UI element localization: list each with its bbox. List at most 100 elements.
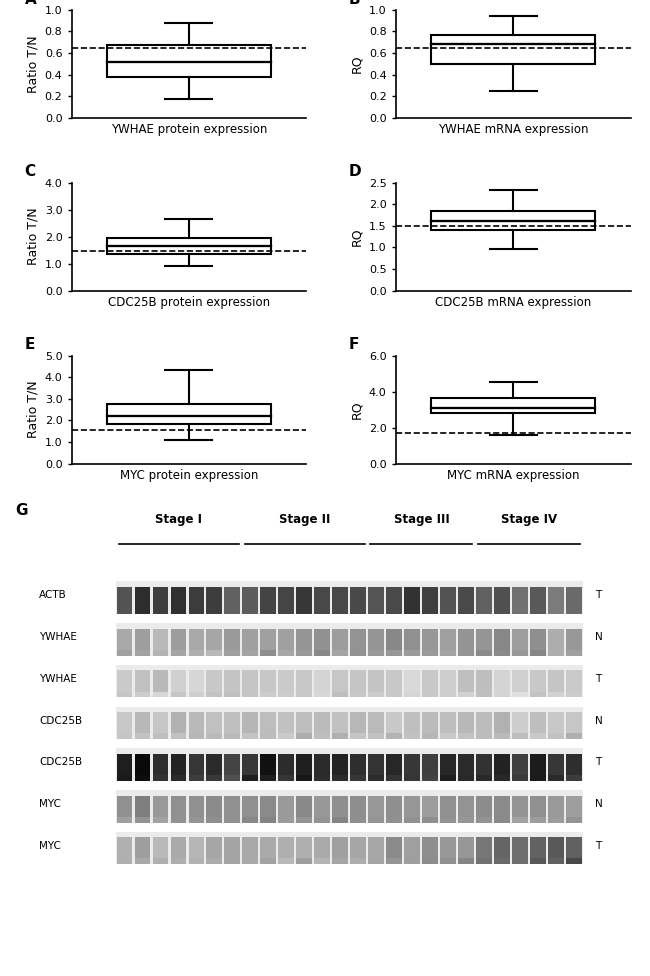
- Bar: [153, 795, 168, 817]
- Bar: [153, 629, 168, 650]
- X-axis label: CDC25B mRNA expression: CDC25B mRNA expression: [435, 297, 592, 309]
- Bar: [404, 837, 420, 859]
- Bar: [422, 712, 438, 733]
- Bar: [188, 671, 204, 698]
- Bar: [369, 712, 384, 739]
- Bar: [224, 587, 240, 608]
- Bar: [386, 712, 402, 733]
- Bar: [207, 671, 222, 698]
- Bar: [440, 712, 456, 733]
- Bar: [224, 754, 240, 781]
- Bar: [440, 712, 456, 739]
- Bar: [188, 629, 204, 650]
- Bar: [494, 712, 510, 733]
- Bar: [153, 629, 168, 656]
- Bar: [530, 795, 546, 817]
- Bar: [278, 795, 294, 817]
- Bar: [422, 629, 438, 656]
- Bar: [350, 753, 366, 775]
- Bar: [369, 754, 384, 781]
- Bar: [369, 795, 384, 823]
- Bar: [332, 753, 348, 775]
- Bar: [116, 753, 133, 775]
- X-axis label: MYC mRNA expression: MYC mRNA expression: [447, 469, 579, 482]
- Bar: [188, 753, 204, 775]
- Bar: [548, 588, 564, 614]
- Bar: [350, 712, 366, 739]
- Bar: [261, 837, 276, 865]
- Bar: [296, 712, 312, 733]
- Bar: [153, 671, 168, 692]
- Bar: [315, 671, 330, 692]
- Bar: [278, 753, 294, 775]
- Bar: [404, 588, 420, 614]
- Bar: [548, 712, 564, 739]
- Bar: [350, 587, 366, 608]
- Bar: [315, 629, 330, 650]
- Bar: [476, 671, 492, 698]
- Bar: [315, 837, 330, 865]
- Bar: [135, 712, 150, 739]
- Bar: [116, 791, 583, 823]
- Bar: [315, 837, 330, 859]
- Text: N: N: [595, 715, 603, 725]
- Bar: [315, 587, 330, 608]
- Bar: [458, 837, 474, 859]
- Bar: [261, 588, 276, 614]
- Bar: [315, 629, 330, 656]
- Bar: [116, 712, 133, 739]
- Bar: [296, 837, 312, 865]
- Bar: [116, 623, 583, 656]
- Bar: [261, 671, 276, 692]
- Text: E: E: [25, 338, 35, 352]
- Bar: [135, 671, 150, 692]
- Bar: [566, 795, 582, 817]
- X-axis label: MYC protein expression: MYC protein expression: [120, 469, 258, 482]
- Bar: [315, 712, 330, 739]
- Bar: [458, 837, 474, 865]
- Bar: [494, 795, 510, 817]
- Bar: [261, 754, 276, 781]
- Y-axis label: Ratio T/N: Ratio T/N: [26, 35, 39, 93]
- Bar: [440, 837, 456, 865]
- Bar: [369, 795, 384, 817]
- Bar: [458, 629, 474, 656]
- Bar: [476, 753, 492, 775]
- Bar: [458, 754, 474, 781]
- Bar: [242, 795, 258, 817]
- Bar: [494, 754, 510, 781]
- Bar: [422, 671, 438, 698]
- Bar: [153, 671, 168, 698]
- Bar: [188, 712, 204, 739]
- Bar: [494, 837, 510, 865]
- Bar: [350, 712, 366, 733]
- Bar: [566, 754, 582, 781]
- Bar: [296, 795, 312, 817]
- Bar: [135, 671, 150, 698]
- Bar: [512, 587, 528, 608]
- Bar: [530, 837, 546, 865]
- Bar: [116, 671, 133, 698]
- Bar: [440, 795, 456, 823]
- Bar: [512, 671, 528, 692]
- Bar: [242, 671, 258, 692]
- Bar: [116, 749, 583, 781]
- Bar: [135, 712, 150, 733]
- Bar: [242, 671, 258, 698]
- Bar: [458, 753, 474, 775]
- Bar: [440, 629, 456, 650]
- Bar: [369, 671, 384, 692]
- Bar: [207, 671, 222, 692]
- Bar: [386, 587, 402, 608]
- Bar: [512, 588, 528, 614]
- Text: N: N: [595, 799, 603, 809]
- Bar: [386, 754, 402, 781]
- Bar: [188, 588, 204, 614]
- Bar: [548, 712, 564, 733]
- Bar: [242, 795, 258, 823]
- Bar: [278, 588, 294, 614]
- Text: C: C: [25, 164, 36, 180]
- Bar: [566, 588, 582, 614]
- Bar: [350, 588, 366, 614]
- Bar: [261, 712, 276, 739]
